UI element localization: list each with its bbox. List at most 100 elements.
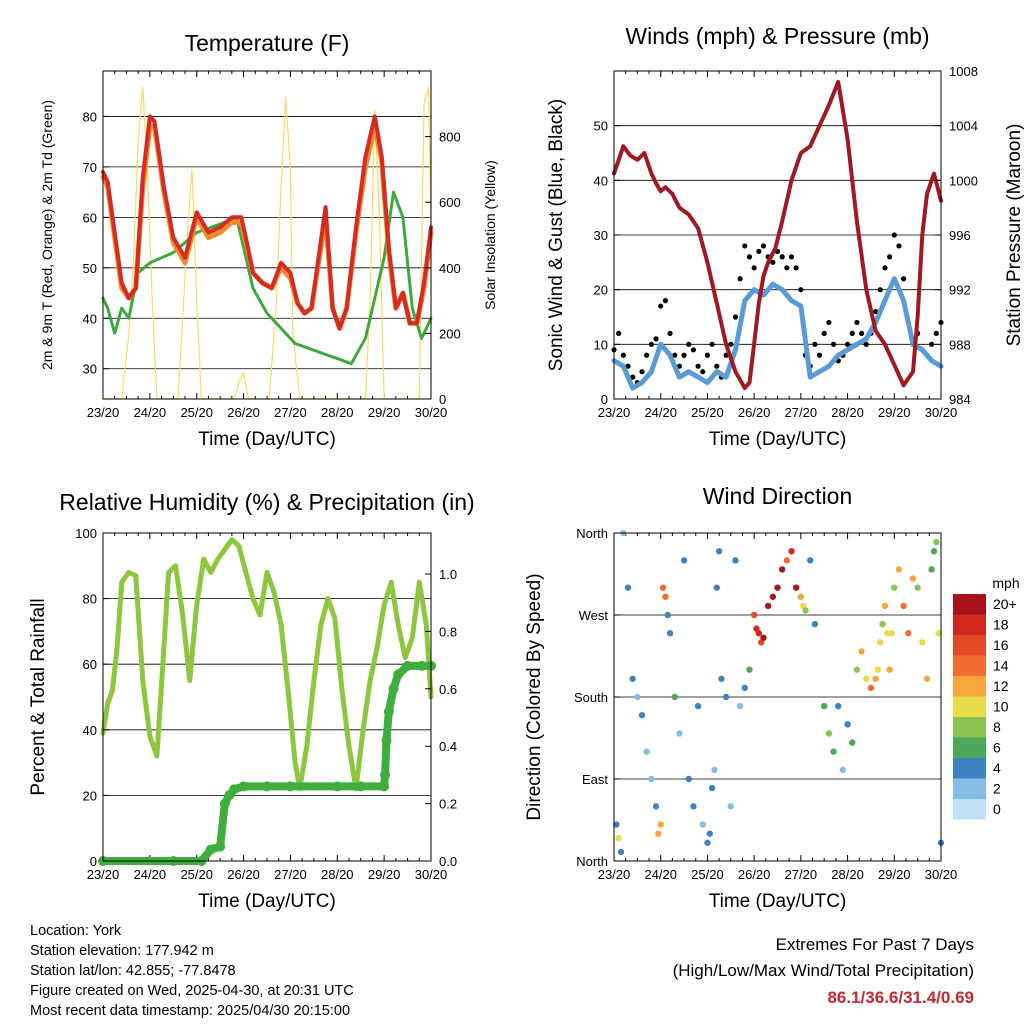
x-tick-label: 24/20 xyxy=(134,867,167,882)
direction-point xyxy=(722,693,730,701)
direction-point xyxy=(638,712,646,719)
gust-point xyxy=(812,341,818,347)
footer-elevation: Station elevation: 177.942 m xyxy=(30,943,214,959)
y2-tick-label: 1008 xyxy=(949,64,978,79)
y-tick-label: 20 xyxy=(594,283,608,298)
y-axis-label: Percent & Total Rainfall xyxy=(28,598,49,795)
direction-point xyxy=(935,630,942,637)
precip-point xyxy=(215,841,226,852)
gust-point xyxy=(700,369,706,375)
x-tick-label: 27/20 xyxy=(274,867,307,882)
x-tick-label: 29/20 xyxy=(368,867,401,882)
direction-point xyxy=(825,730,833,737)
gust-point xyxy=(751,265,757,271)
precip-point xyxy=(205,844,216,855)
direction-point xyxy=(778,566,786,573)
gust-point xyxy=(686,341,692,347)
colorbar-label: 10 xyxy=(993,699,1009,715)
x-tick-label: 28/20 xyxy=(321,405,354,420)
colorbar-label: 4 xyxy=(993,760,1001,776)
wind-point xyxy=(919,347,925,353)
direction-point xyxy=(900,602,907,610)
direction-point xyxy=(895,566,903,573)
y2-tick-label: 984 xyxy=(949,392,971,407)
colorbar-swatch xyxy=(953,655,986,676)
x-axis-label: Time (Day/UTC) xyxy=(198,429,336,450)
x-tick-label: 26/20 xyxy=(738,867,771,882)
precip-point xyxy=(262,781,272,792)
x-tick-label: 26/20 xyxy=(227,867,260,882)
precip-point xyxy=(229,784,240,795)
direction-point xyxy=(884,630,891,637)
direction-point xyxy=(662,593,669,600)
x-tick-label: 28/20 xyxy=(831,405,864,420)
y-tick-label: 100 xyxy=(75,526,97,541)
direction-point xyxy=(879,620,886,628)
y2-tick-label: 0.2 xyxy=(439,797,457,812)
gust-point xyxy=(933,330,939,336)
colorbar-swatch xyxy=(953,717,986,738)
x-tick-label: 30/20 xyxy=(415,867,448,882)
direction-point xyxy=(905,630,912,637)
direction-point xyxy=(613,821,620,828)
precip-point xyxy=(388,683,399,694)
direction-point xyxy=(881,602,889,610)
precip-point xyxy=(219,798,230,809)
direction-point xyxy=(783,557,791,564)
gust-point xyxy=(863,341,869,347)
x-tick-label: 29/20 xyxy=(878,405,911,420)
y2-tick-label: 800 xyxy=(439,130,461,145)
direction-tick-label: South xyxy=(574,690,608,705)
gust-point xyxy=(658,303,664,309)
relative-humidity-line xyxy=(100,537,434,792)
x-tick-label: 28/20 xyxy=(321,867,354,882)
direction-point xyxy=(755,630,763,637)
y2-tick-label: 600 xyxy=(439,195,461,210)
direction-point xyxy=(764,602,772,610)
colorbar-swatch xyxy=(953,758,986,779)
x-tick-label: 23/20 xyxy=(87,867,120,882)
colorbar-swatch xyxy=(953,696,986,717)
gust-point xyxy=(728,341,734,347)
y2-axis-label: Station Pressure (Maroon) xyxy=(1004,124,1024,347)
precip-point xyxy=(393,669,404,680)
y-tick-label: 50 xyxy=(594,119,608,134)
precip-point xyxy=(332,781,343,792)
direction-point xyxy=(657,821,664,828)
colorbar-label: 20+ xyxy=(993,596,1017,612)
gust-point xyxy=(737,276,743,282)
precip-point xyxy=(402,660,413,671)
x-tick-label: 27/20 xyxy=(274,405,307,420)
colorbar-label: 2 xyxy=(993,781,1001,797)
x-tick-label: 30/20 xyxy=(925,405,958,420)
wind-point xyxy=(770,281,776,287)
precip-point xyxy=(285,781,296,792)
x-tick-label: 23/20 xyxy=(87,405,120,420)
x-tick-label: 25/20 xyxy=(180,405,213,420)
wind-point xyxy=(882,298,888,303)
direction-point xyxy=(760,634,767,641)
colorbar-label: 0 xyxy=(993,801,1001,817)
colorbar-label: 6 xyxy=(993,740,1001,756)
gust-point xyxy=(630,374,636,380)
gust-point xyxy=(896,243,902,249)
y2-tick-label: 988 xyxy=(949,337,971,352)
direction-point xyxy=(811,620,819,628)
colorbar-label: 16 xyxy=(993,637,1009,653)
direction-point xyxy=(863,675,870,682)
gust-point xyxy=(662,298,668,304)
direction-point xyxy=(671,693,678,701)
y-tick-label: 40 xyxy=(594,173,608,188)
direction-point xyxy=(839,766,847,774)
x-tick-label: 23/20 xyxy=(598,867,631,882)
y2-tick-label: 996 xyxy=(949,228,971,243)
direction-point xyxy=(699,821,706,828)
wind-point xyxy=(658,341,664,347)
direction-point xyxy=(629,675,636,682)
y2-tick-label: 0.4 xyxy=(439,739,457,754)
extremes-subtitle: (High/Low/Max Wind/Total Precipitation) xyxy=(672,961,974,980)
gust-point xyxy=(798,287,804,293)
wind-point xyxy=(826,363,832,369)
x-axis-label: Time (Day/UTC) xyxy=(709,891,847,912)
y2-tick-label: 0.6 xyxy=(439,682,457,697)
